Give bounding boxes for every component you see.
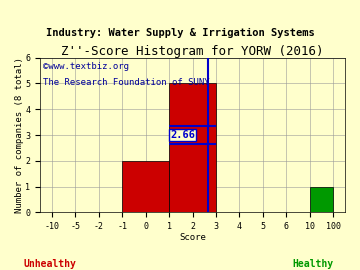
Text: Healthy: Healthy xyxy=(293,259,334,269)
Text: The Research Foundation of SUNY: The Research Foundation of SUNY xyxy=(43,78,210,87)
Title: Z''-Score Histogram for YORW (2016): Z''-Score Histogram for YORW (2016) xyxy=(61,45,324,58)
Text: 2.66: 2.66 xyxy=(170,130,195,140)
Y-axis label: Number of companies (8 total): Number of companies (8 total) xyxy=(15,57,24,213)
X-axis label: Score: Score xyxy=(179,232,206,241)
Bar xyxy=(169,83,216,212)
Text: Industry: Water Supply & Irrigation Systems: Industry: Water Supply & Irrigation Syst… xyxy=(46,28,314,38)
Bar xyxy=(122,161,169,212)
Text: Unhealthy: Unhealthy xyxy=(24,259,77,269)
Bar xyxy=(310,187,333,212)
Text: ©www.textbiz.org: ©www.textbiz.org xyxy=(43,62,129,71)
